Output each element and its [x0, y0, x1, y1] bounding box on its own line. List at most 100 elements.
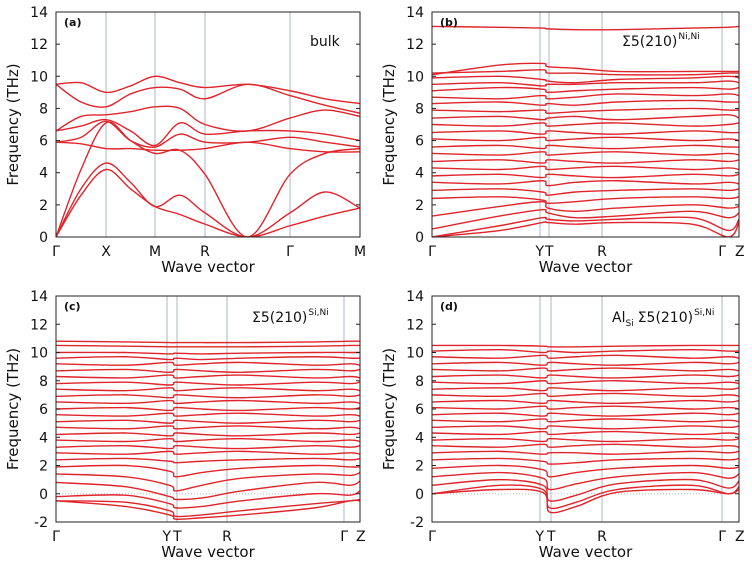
y-axis-title: Frequency (THz) — [4, 348, 22, 470]
band-line — [56, 121, 360, 237]
band-line — [432, 159, 739, 164]
y-tick-label: 4 — [39, 430, 48, 446]
band-line — [432, 221, 739, 237]
bands-b — [432, 25, 739, 237]
band-line — [56, 168, 360, 237]
band-line — [432, 344, 739, 348]
band-line — [56, 471, 360, 492]
y-tick-label: 14 — [30, 289, 48, 305]
band-line — [432, 361, 739, 366]
x-tick-label: Z — [735, 529, 745, 545]
y-tick-label: 8 — [39, 374, 48, 390]
y-tick-label: 10 — [406, 346, 424, 362]
label-prefix: Al — [612, 310, 625, 326]
y-tick-label: 6 — [415, 134, 424, 150]
x-tick-label: Γ — [718, 244, 726, 260]
band-line — [432, 130, 739, 135]
x-tick-label: Γ — [428, 529, 436, 545]
x-tick-label: R — [597, 529, 607, 545]
band-line — [56, 432, 360, 437]
y-tick-label: 0 — [415, 230, 424, 246]
band-line — [432, 450, 739, 455]
panel-tag: (c) — [64, 300, 81, 313]
band-line — [432, 392, 739, 398]
x-tick-label: R — [597, 244, 607, 260]
bands-c — [56, 340, 360, 520]
band-line — [432, 478, 739, 502]
y-tick-label: -2 — [34, 515, 48, 531]
y-tick-label: 12 — [30, 317, 48, 333]
band-line — [432, 107, 739, 114]
band-line — [56, 118, 360, 147]
y-tick-label: 14 — [406, 289, 424, 305]
band-line — [56, 406, 360, 412]
band-line — [56, 387, 360, 392]
band-line — [56, 351, 360, 355]
plot-frame — [55, 11, 361, 238]
band-line — [432, 80, 739, 87]
band-line — [432, 180, 739, 187]
band-line — [432, 62, 739, 76]
y-tick-label: 14 — [30, 5, 48, 21]
band-line — [56, 105, 360, 132]
x-tick-label: T — [546, 529, 556, 545]
band-line — [432, 430, 739, 436]
band-line — [56, 437, 360, 443]
y-tick-label: 0 — [39, 487, 48, 503]
y-tick-label: 2 — [39, 198, 48, 214]
band-line — [432, 374, 739, 379]
y-tick-label: 12 — [406, 37, 424, 53]
band-line — [432, 354, 739, 359]
y-tick-label: 10 — [30, 69, 48, 85]
band-line — [432, 200, 739, 217]
y-tick-label: 4 — [415, 166, 424, 182]
label-main: Σ5(210) — [252, 310, 307, 326]
band-line — [432, 484, 739, 510]
panel-tag: (a) — [64, 16, 81, 29]
y-tick-label: 2 — [415, 198, 424, 214]
band-line — [432, 418, 739, 423]
band-line — [432, 25, 739, 31]
x-tick-label: T — [544, 244, 554, 260]
x-tick-label: Γ — [52, 244, 60, 260]
y-tick-label: 12 — [30, 37, 48, 53]
x-tick-label: Y — [534, 244, 544, 260]
x-tick-label: Γ — [428, 244, 436, 260]
y-axis-title: Frequency (THz) — [380, 63, 398, 185]
band-line — [432, 69, 739, 76]
band-line — [56, 394, 360, 399]
y-tick-label: 10 — [406, 69, 424, 85]
band-line — [432, 443, 739, 448]
band-line — [56, 356, 360, 361]
band-line — [432, 387, 739, 392]
y-tick-label: 12 — [406, 317, 424, 333]
y-tick-label: 6 — [415, 402, 424, 418]
x-tick-label: M — [149, 244, 161, 260]
band-line — [56, 374, 360, 379]
y-tick-label: 8 — [415, 374, 424, 390]
band-line — [56, 399, 360, 405]
band-line — [56, 340, 360, 344]
band-line — [432, 122, 739, 127]
x-tick-label: R — [222, 529, 232, 545]
structure-label: Σ5(210)Ni,Ni — [622, 32, 700, 50]
band-line — [56, 499, 360, 520]
y-tick-label: -2 — [410, 515, 424, 531]
band-line — [432, 99, 739, 106]
x-tick-label: Γ — [286, 244, 294, 260]
band-line — [56, 490, 360, 509]
x-axis-title: Wave vector — [539, 258, 633, 276]
band-line — [432, 114, 739, 121]
bands-a — [56, 75, 360, 237]
y-tick-label: 14 — [406, 5, 424, 21]
y-tick-label: 4 — [415, 430, 424, 446]
panel-tag: (d) — [440, 300, 458, 313]
structure-label: AlSi Σ5(210)Si,Ni — [612, 308, 714, 329]
y-axis-title: Frequency (THz) — [380, 348, 398, 470]
plot-frame — [431, 11, 740, 238]
bands-d — [432, 344, 739, 514]
band-line — [432, 488, 739, 514]
label-superscript: Ni,Ni — [678, 32, 699, 42]
